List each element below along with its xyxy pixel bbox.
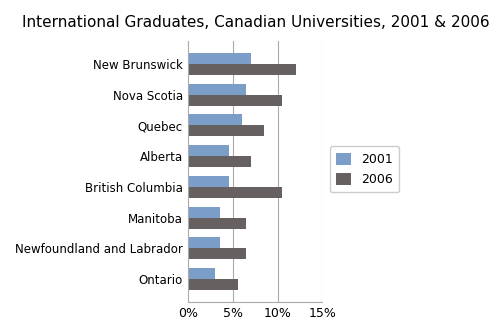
Bar [188,156,250,167]
Bar [188,53,250,64]
Bar [188,114,241,125]
Bar [188,83,246,94]
Title: International Graduates, Canadian Universities, 2001 & 2006: International Graduates, Canadian Univer… [22,15,488,30]
Bar [188,279,237,290]
Legend: 2001, 2006: 2001, 2006 [329,146,398,192]
Bar [188,218,246,229]
Bar [188,268,215,279]
Bar [188,249,246,260]
Bar [188,238,219,249]
Bar [188,94,282,106]
Bar [188,125,264,136]
Bar [188,187,282,198]
Bar [188,176,228,187]
Bar [188,64,295,75]
Bar [188,145,228,156]
Bar [188,207,219,218]
